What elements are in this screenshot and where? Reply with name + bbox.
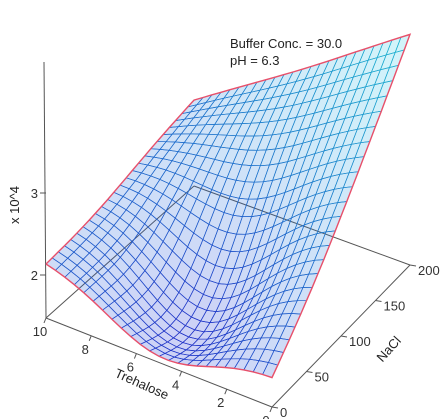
x-tick-mark xyxy=(43,317,47,324)
x-tick-mark xyxy=(133,353,137,359)
x-tick-mark xyxy=(88,335,92,341)
x-tick-mark xyxy=(269,406,273,413)
back-floor-line xyxy=(45,185,195,319)
x-tick-labels: 10 8 6 4 2 0 xyxy=(33,324,270,419)
x-tick-label: 8 xyxy=(82,342,89,357)
x-tick-label: 2 xyxy=(217,395,224,410)
x-tick-label: 10 xyxy=(33,324,47,339)
x-axis-line xyxy=(45,317,273,408)
z-tick-label: 3 xyxy=(31,186,38,201)
y-axis-label: NaCl xyxy=(373,333,404,365)
y-tick-mark xyxy=(271,406,279,409)
y-tick-mark xyxy=(375,300,382,302)
annotation-line-1: Buffer Conc. = 30.0 xyxy=(230,36,342,51)
y-tick-mark xyxy=(409,264,417,267)
y-tick-mark xyxy=(306,371,313,373)
surface-edge xyxy=(45,33,412,379)
z-axis-line xyxy=(43,61,47,319)
y-tick-mark xyxy=(340,335,348,338)
back-wall-line xyxy=(193,185,411,266)
x-axis-label: Trehalose xyxy=(113,365,171,402)
y-tick-label: 50 xyxy=(315,370,329,385)
y-tick-label: 200 xyxy=(418,263,440,278)
response-surface xyxy=(45,33,412,379)
x-tick-label: 4 xyxy=(172,377,179,392)
x-tick-label: 0 xyxy=(262,413,269,419)
z-axis-label: x 10^4 xyxy=(7,186,22,224)
x-tick-label: 6 xyxy=(127,360,134,375)
axis-tick-marks xyxy=(40,192,417,413)
y-tick-label: 0 xyxy=(280,405,287,419)
z-tick-label: 2 xyxy=(31,268,38,283)
z-tick-labels: 32 xyxy=(31,186,38,283)
y-tick-labels: 200 150 100 50 0 xyxy=(280,263,440,419)
y-tick-label: 150 xyxy=(384,299,406,314)
x-tick-mark xyxy=(224,389,228,395)
y-tick-label: 100 xyxy=(349,334,371,349)
annotation-line-2: pH = 6.3 xyxy=(230,53,280,68)
x-tick-mark xyxy=(179,371,183,377)
